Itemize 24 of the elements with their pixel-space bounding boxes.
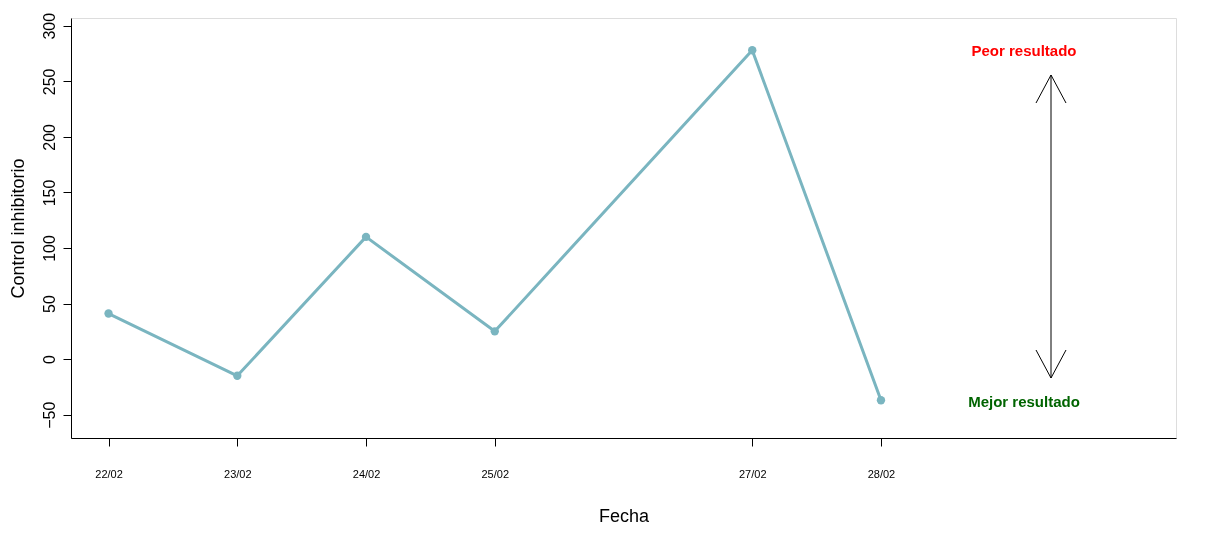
point <box>490 327 499 336</box>
x-axis-title: Fecha <box>598 505 650 526</box>
y-tick-label: 300 <box>40 12 58 40</box>
point <box>104 309 113 318</box>
y-tick-label: 250 <box>40 68 58 96</box>
x-tick-label: 23/02 <box>224 467 252 480</box>
y-tick-label: 50 <box>40 295 58 313</box>
x-tick-label: 22/02 <box>95 467 123 480</box>
y-tick-label: 100 <box>40 235 58 262</box>
y-tick-label: 150 <box>40 179 58 207</box>
annotation: Peor resultado <box>971 42 1077 59</box>
point <box>233 371 242 380</box>
x-tick-label: 27/02 <box>738 467 767 480</box>
y-axis-title: Control inhibitorio <box>7 158 28 299</box>
y-tick-label: 200 <box>40 123 58 151</box>
annotation: Mejor resultado <box>968 393 1080 410</box>
x-tick-label: 25/02 <box>481 467 510 480</box>
point <box>748 46 757 55</box>
point <box>361 232 371 242</box>
y-tick-label: −50 <box>40 401 58 429</box>
y-tick-label: 0 <box>40 355 58 365</box>
x-tick-label: 28/02 <box>867 467 896 480</box>
x-tick-label: 24/02 <box>352 467 381 480</box>
point <box>876 396 886 405</box>
